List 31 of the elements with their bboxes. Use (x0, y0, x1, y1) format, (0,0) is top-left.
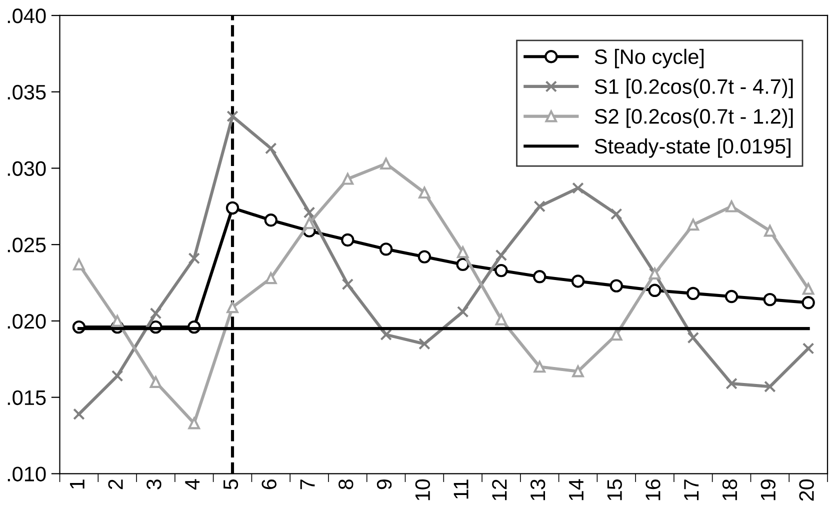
y-tick-label: .040 (8, 8, 46, 24)
x-tick-label: 19 (760, 480, 776, 500)
x-tick-label: 5 (224, 479, 238, 490)
x-tick-label: 17 (684, 480, 699, 500)
x-tick-label: 2 (108, 480, 123, 490)
x-tick-label: 9 (376, 480, 392, 490)
x-tick-label: 14 (569, 479, 584, 500)
x-tick-label: 20 (799, 479, 814, 501)
y-tick-label: .020 (8, 314, 46, 329)
x-tick-label: 11 (454, 480, 468, 499)
x-tick-label: 1 (70, 480, 84, 489)
x-tick-label: 7 (300, 480, 315, 490)
x-tick-label: 8 (338, 479, 354, 490)
y-tick-label: .025 (8, 238, 46, 252)
x-tick-label: 13 (530, 479, 546, 500)
legend-label: S2 [0.2cos(0.7t - 1.2)] (594, 108, 793, 128)
x-tick-label: 6 (262, 479, 276, 490)
x-tick-label: 18 (722, 479, 738, 500)
x-tick-label: 12 (492, 480, 507, 500)
x-tick-label: 16 (646, 479, 660, 500)
y-tick-label: .030 (8, 161, 46, 176)
x-tick-label: 15 (607, 479, 622, 500)
y-tick-label: .035 (8, 84, 46, 100)
y-tick-label: .015 (8, 390, 46, 406)
legend-label: S1 [0.2cos(0.7t - 4.7)] (594, 78, 793, 98)
x-tick-label: 3 (146, 479, 162, 490)
y-tick-label: .010 (8, 466, 46, 482)
x-tick-label: 10 (415, 479, 430, 500)
legend-label: Steady-state [0.0195] (594, 138, 790, 158)
x-tick-label: 4 (185, 479, 200, 490)
legend-label: S [No cycle] (594, 48, 704, 68)
